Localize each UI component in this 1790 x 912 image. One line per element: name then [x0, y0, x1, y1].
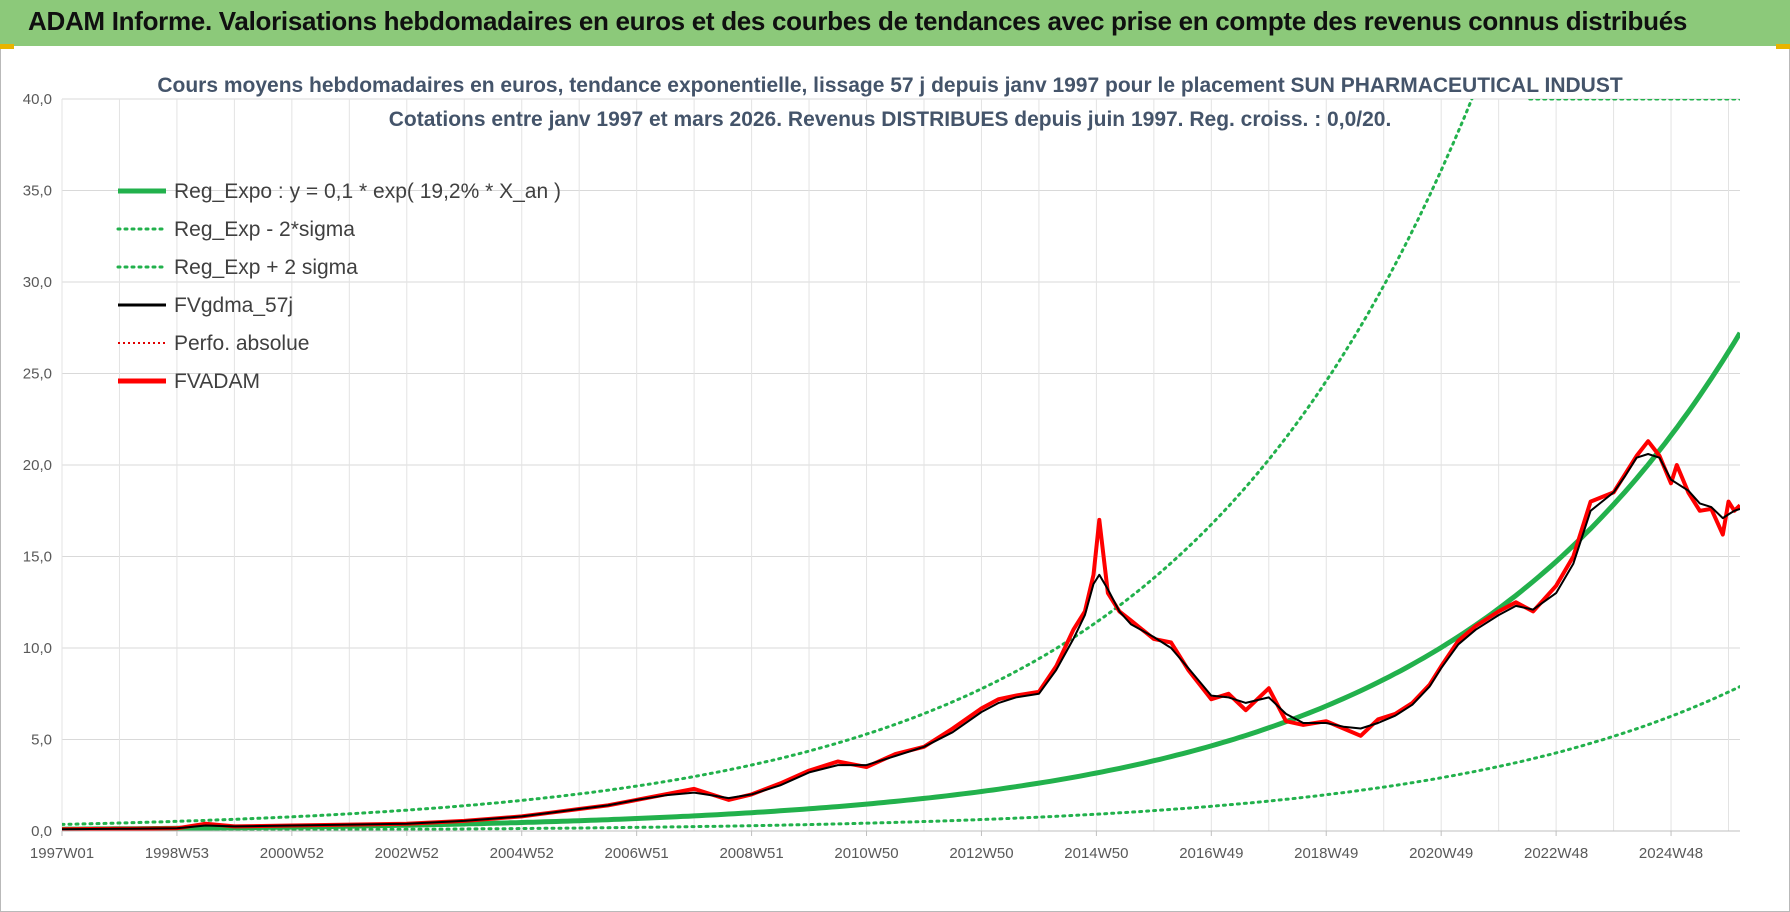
chart-titles: Cours moyens hebdomadaires en euros, ten…	[157, 74, 1623, 131]
y-tick-label: 5,0	[31, 732, 52, 749]
x-tick-label: 2022W48	[1524, 845, 1588, 862]
y-tick-label: 25,0	[23, 366, 52, 383]
legend-label: Perfo. absolue	[174, 332, 309, 355]
x-tick-label: 2004W52	[490, 845, 554, 862]
y-tick-label: 15,0	[23, 549, 52, 566]
reg-exp-minus-2sigma-line	[62, 685, 1740, 831]
x-tick-label: 2014W50	[1064, 845, 1128, 862]
chart-subtitle: Cotations entre janv 1997 et mars 2026. …	[389, 108, 1392, 131]
y-tick-label: 20,0	[23, 457, 52, 474]
x-tick-label: 2012W50	[949, 845, 1013, 862]
fvgdma-57j-line	[62, 453, 1740, 831]
y-tick-label: 10,0	[23, 640, 52, 657]
x-tick-label: 2006W51	[605, 845, 669, 862]
axis-layer: 0,0 5,0 10,0 15,0 20,0 25,0 30,0 35,0 40,0 1997W0…	[23, 91, 1740, 862]
legend: Reg_Expo : y = 0,1 * exp( 19,2% * X_an )…	[116, 180, 561, 393]
legend-label: Reg_Exp + 2 sigma	[174, 256, 358, 279]
x-tick-label: 2002W52	[375, 845, 439, 862]
x-tick-label: 1997W01	[30, 845, 94, 862]
y-tick-label: 30,0	[23, 274, 52, 291]
x-tick-label: 2018W49	[1294, 845, 1358, 862]
x-tick-label: 2000W52	[260, 845, 324, 862]
corner-marker-left	[0, 44, 14, 49]
x-tick-label: 2010W50	[834, 845, 898, 862]
report-banner: ADAM Informe. Valorisations hebdomadaire…	[0, 0, 1790, 46]
y-tick-label: 35,0	[23, 183, 52, 200]
report-title: ADAM Informe. Valorisations hebdomadaire…	[28, 6, 1688, 36]
legend-label: FVgdma_57j	[174, 294, 293, 317]
legend-label: Reg_Expo : y = 0,1 * exp( 19,2% * X_an )	[174, 180, 561, 203]
y-tick-label: 40,0	[23, 91, 52, 108]
series-layer	[62, 99, 1740, 831]
fvadam-line	[62, 439, 1740, 831]
legend-label: FVADAM	[174, 370, 260, 393]
reg-exp-plus-2sigma-line	[62, 99, 1474, 826]
x-tick-label: 2008W51	[719, 845, 783, 862]
corner-marker-right	[1776, 44, 1790, 49]
legend-label: Reg_Exp - 2*sigma	[174, 218, 355, 241]
x-tick-label: 2024W48	[1639, 845, 1703, 862]
x-tick-label: 2020W49	[1409, 845, 1473, 862]
x-tick-label: 2016W49	[1179, 845, 1243, 862]
x-tick-label: 1998W53	[145, 845, 209, 862]
chart-title: Cours moyens hebdomadaires en euros, ten…	[157, 74, 1623, 97]
y-tick-label: 0,0	[31, 823, 52, 840]
